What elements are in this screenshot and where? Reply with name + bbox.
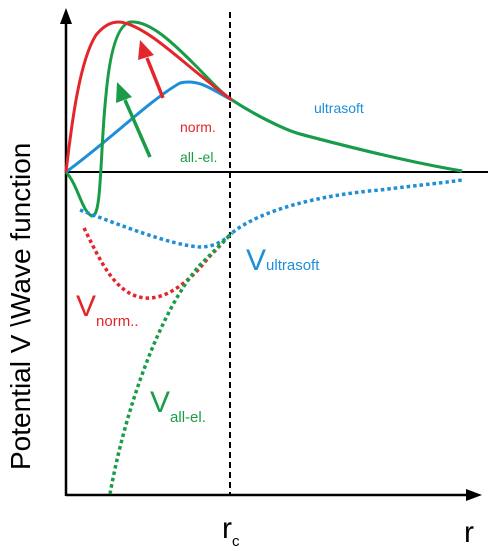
v-allel-label: Vall-el. — [150, 386, 206, 426]
v-ultrasoft-label: Vultrasoft — [246, 244, 320, 277]
v-norm-potential-curve — [82, 227, 234, 300]
v-ultrasoft-potential-curve — [79, 178, 463, 249]
allel-wavefunction-curve — [64, 20, 463, 218]
y-axis-arrowhead — [60, 8, 72, 24]
v-norm-label: Vnorm.. — [76, 290, 139, 330]
norm-curve-label: norm. — [180, 119, 216, 135]
green-arrow-shaft — [123, 99, 152, 158]
x-axis-arrowhead — [466, 489, 482, 501]
x-axis-label: r — [464, 516, 474, 549]
red-arrow-shaft — [145, 57, 165, 99]
allel-curve-label: all.-el. — [180, 149, 217, 165]
rc-label: rc — [222, 512, 240, 550]
norm-wavefunction-curve — [64, 20, 233, 173]
v-allel-potential-curve — [108, 231, 234, 495]
y-axis-label: Potential V \Wave function — [5, 143, 36, 470]
red-arrowhead — [138, 40, 154, 60]
ultrasoft-curve-label: ultrasoft — [314, 100, 364, 116]
green-arrowhead — [116, 82, 132, 103]
